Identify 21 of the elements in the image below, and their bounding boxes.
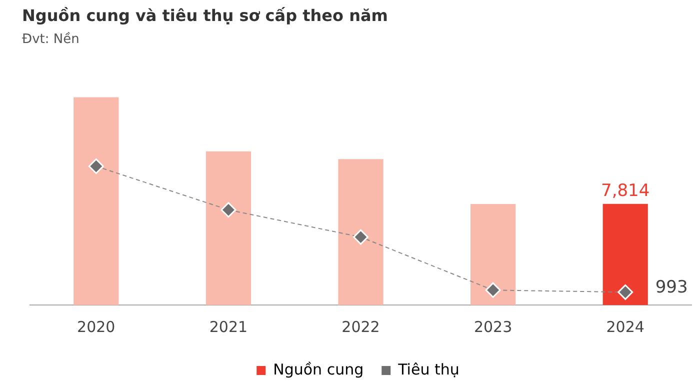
bar (74, 97, 119, 305)
x-tick-label: 2020 (77, 318, 116, 336)
x-tick-label: 2022 (342, 318, 380, 336)
point (88, 158, 104, 174)
bar (470, 204, 516, 305)
x-tick-label: 2021 (209, 318, 248, 336)
point (618, 284, 634, 300)
x-tick-label: 2023 (474, 318, 512, 336)
chart-subtitle: Đvt: Nền (22, 32, 80, 47)
point (220, 202, 236, 218)
x-tick-label: 2024 (606, 318, 644, 336)
chart-title: Nguồn cung và tiêu thụ sơ cấp theo năm (22, 6, 388, 25)
legend-label: Tiêu thụ (397, 360, 460, 378)
point (485, 282, 501, 298)
legend-label: Nguồn cung (273, 360, 364, 378)
point (353, 229, 368, 245)
data-label: 7,814 (601, 180, 650, 201)
bar (338, 159, 384, 305)
bar (602, 204, 648, 305)
bar (206, 151, 252, 305)
data-label: 993 (655, 278, 688, 298)
